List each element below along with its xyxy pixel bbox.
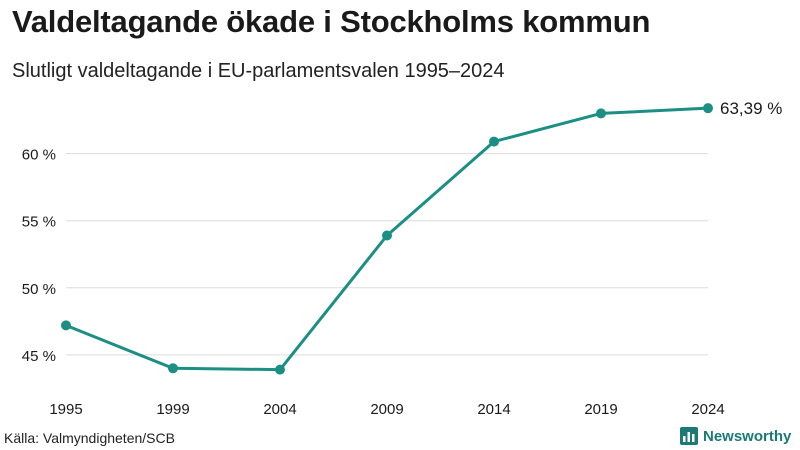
data-point (703, 103, 713, 114)
x-tick-label: 2024 (691, 401, 724, 418)
data-label: 63,39 % (720, 99, 782, 118)
y-tick-label: 60 % (22, 147, 56, 164)
data-point (61, 320, 71, 331)
chart-title: Valdeltagande ökade i Stockholms kommun (12, 4, 651, 39)
y-tick-label: 50 % (22, 281, 56, 298)
data-point (489, 136, 499, 147)
x-tick-label: 1999 (156, 401, 189, 418)
x-tick-label: 2019 (584, 401, 617, 418)
data-point (596, 108, 606, 119)
x-tick-label: 1995 (49, 401, 82, 418)
x-tick-label: 2014 (477, 401, 510, 418)
data-point (168, 363, 178, 374)
bar-chart-icon (680, 427, 698, 445)
brand-logo: Newsworthy (680, 427, 791, 445)
y-tick-label: 55 % (22, 214, 56, 231)
brand-name: Newsworthy (703, 427, 792, 445)
y-tick-label: 45 % (22, 348, 56, 365)
x-tick-label: 2004 (263, 401, 296, 418)
data-point (275, 364, 285, 375)
data-point (382, 230, 392, 241)
chart-subtitle: Slutligt valdeltagande i EU-parlamentsva… (12, 60, 505, 82)
source-note: Källa: Valmyndigheten/SCB (4, 430, 175, 446)
x-tick-label: 2009 (370, 401, 403, 418)
